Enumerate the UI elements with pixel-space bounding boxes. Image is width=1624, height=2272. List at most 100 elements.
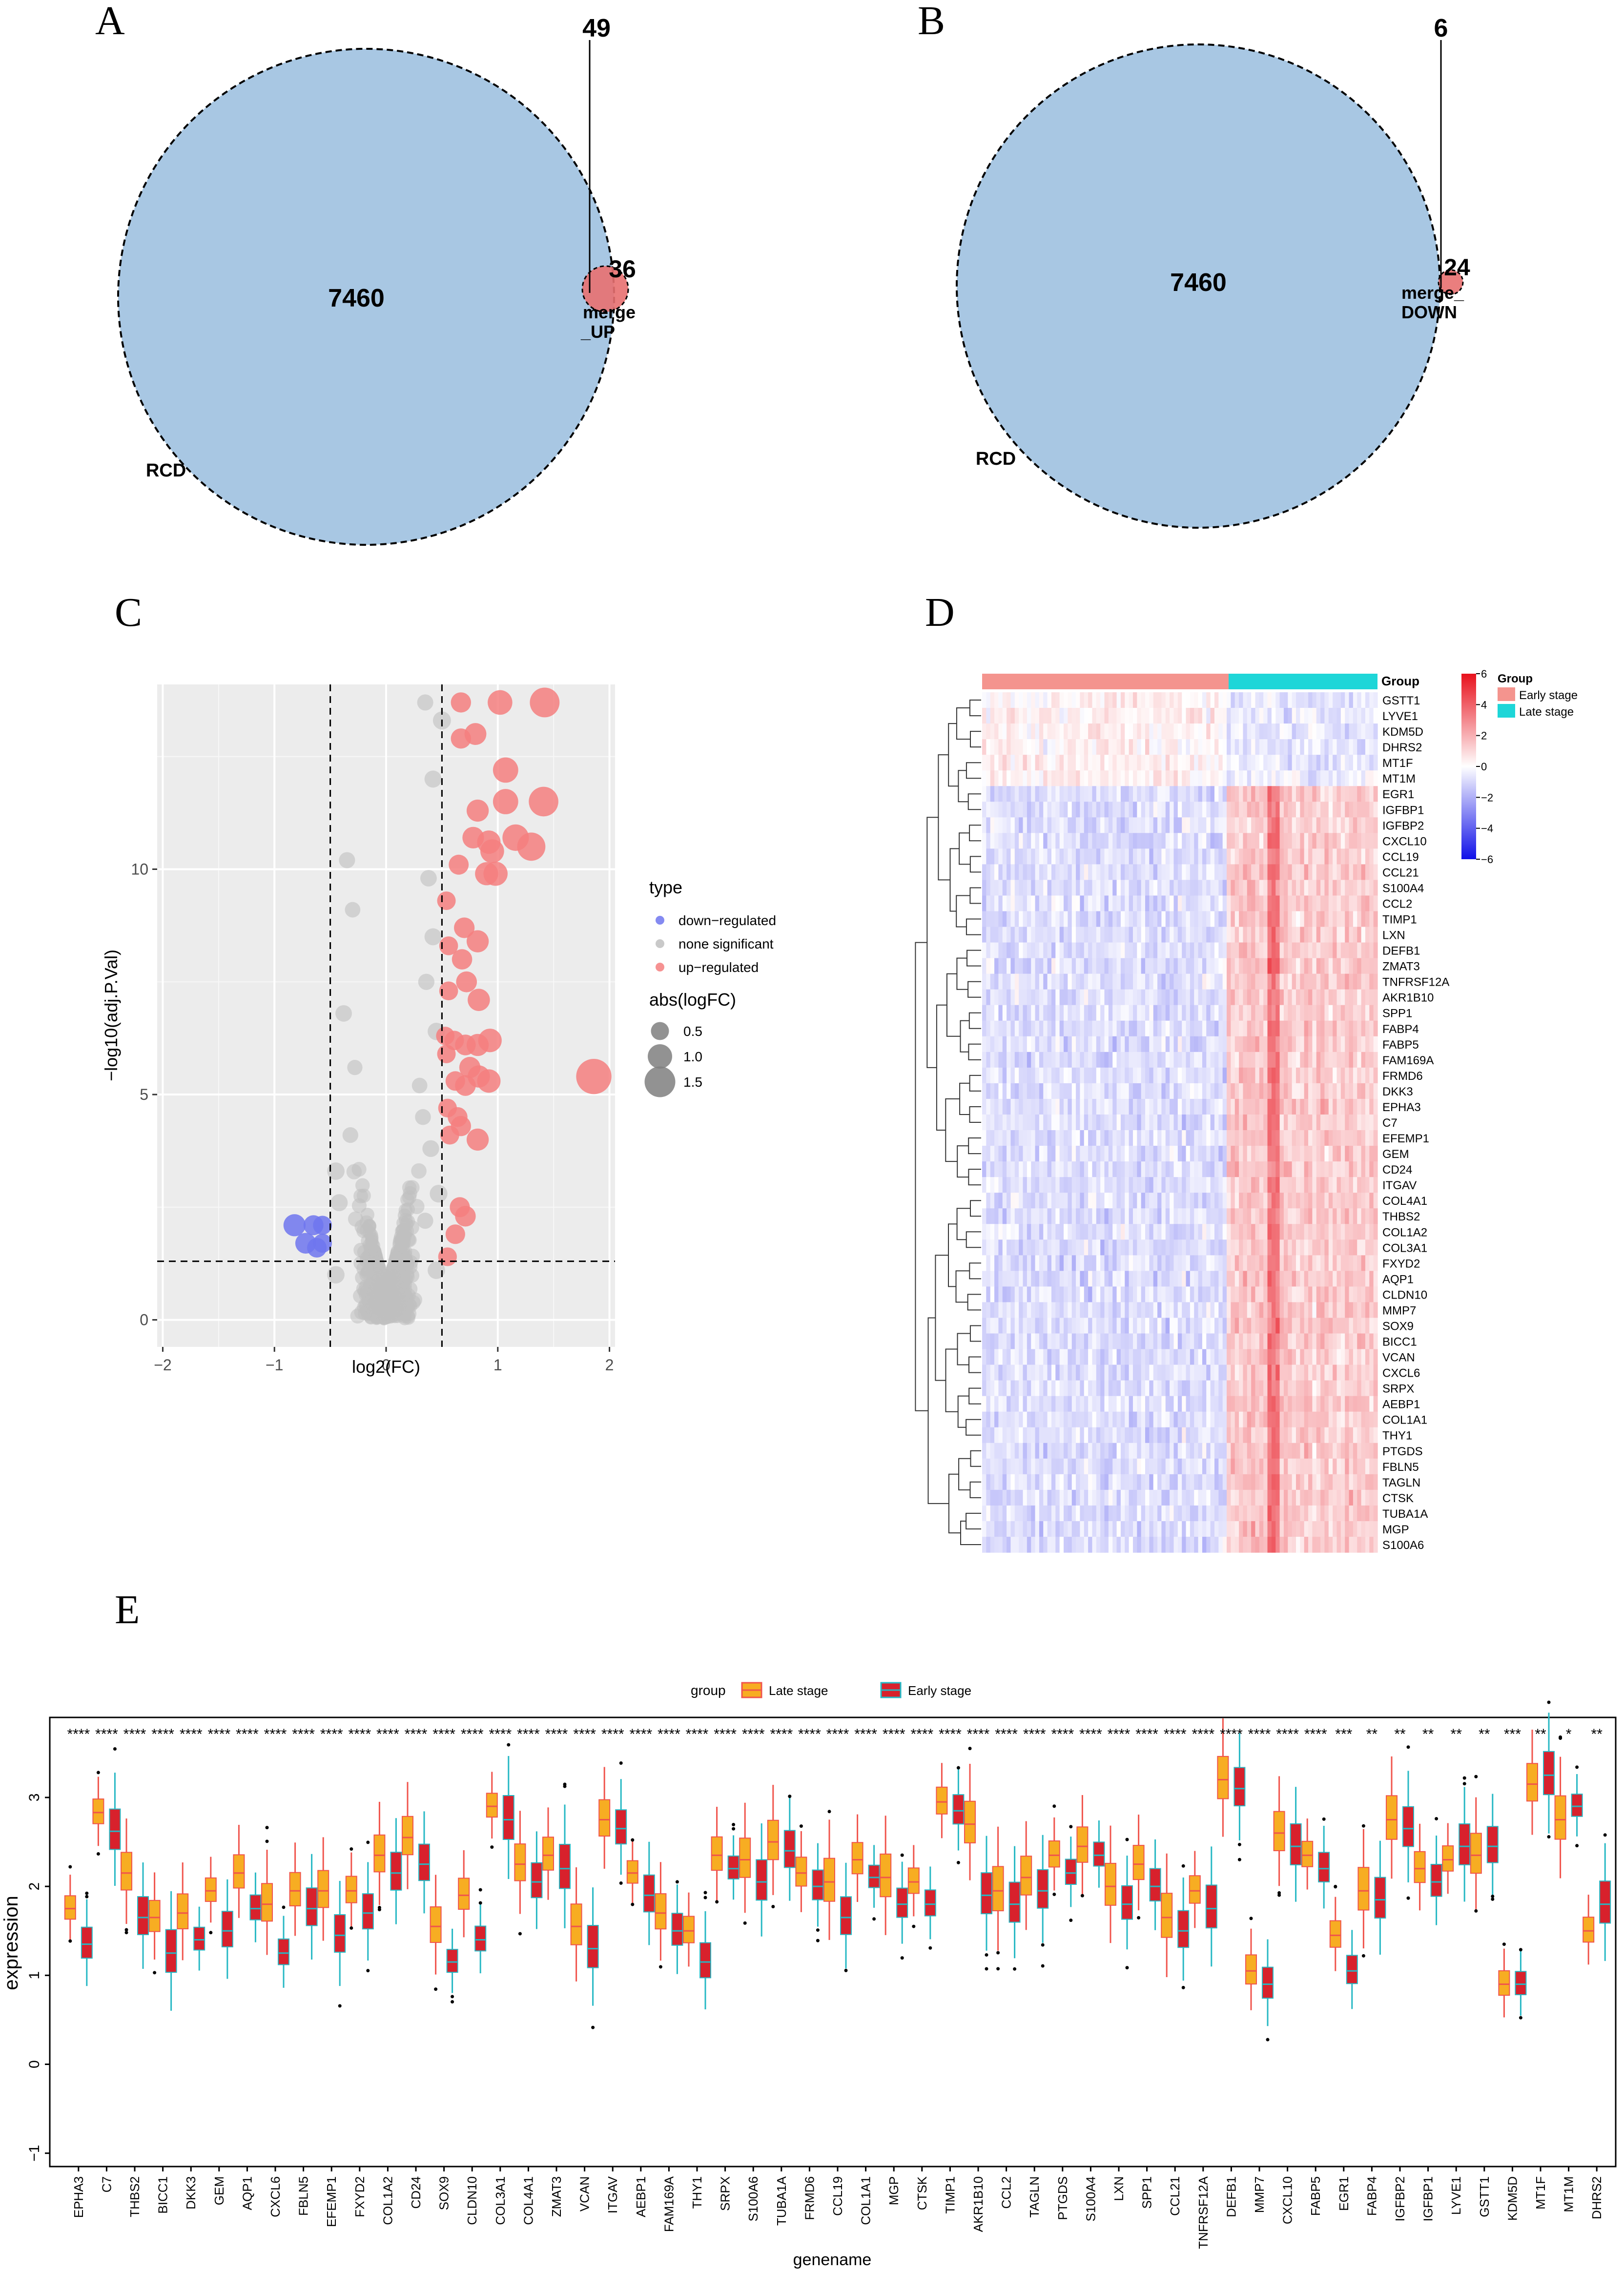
volcano-point-ns <box>330 1194 348 1212</box>
heatmap-cell <box>990 1161 995 1177</box>
heatmap-cell <box>1263 1020 1268 1037</box>
heatmap-cell <box>1259 1271 1264 1287</box>
heatmap-cell <box>1007 864 1011 881</box>
heatmap-cell <box>998 989 1003 1006</box>
heatmap-cell <box>1002 1052 1007 1068</box>
heatmap-cell <box>1328 927 1333 943</box>
heatmap-cell <box>1369 1036 1374 1053</box>
heatmap-cell <box>1092 958 1097 974</box>
heatmap-cell <box>1361 880 1366 896</box>
heatmap-cell <box>1096 942 1101 959</box>
heatmap-cell <box>1345 739 1350 755</box>
heatmap-cell <box>1333 1020 1337 1037</box>
heatmap-cell <box>1170 723 1174 740</box>
heatmap-cell <box>990 927 995 943</box>
heatmap-cell <box>994 1239 999 1256</box>
heatmap-cell <box>1149 1255 1154 1271</box>
heatmap-cell <box>1051 1177 1056 1193</box>
heatmap-cell <box>1357 1005 1362 1021</box>
heatmap-cell <box>1112 1067 1117 1084</box>
heatmap-cell <box>1340 989 1345 1006</box>
heatmap-cell <box>1007 739 1011 755</box>
heatmap-cell <box>990 1255 995 1271</box>
heatmap-cell <box>1116 880 1121 896</box>
heatmap-cell <box>1353 739 1357 755</box>
heatmap-cell <box>1336 1271 1341 1287</box>
heatmap-cell <box>1198 1146 1203 1162</box>
heatmap-cell <box>1222 895 1227 912</box>
heatmap-cell <box>1084 1020 1089 1037</box>
heatmap-cell <box>1349 692 1354 708</box>
heatmap-cell <box>982 1020 987 1037</box>
heatmap-cell <box>1271 1036 1276 1053</box>
heatmap-cell <box>1112 1208 1117 1224</box>
heatmap-cell <box>1161 911 1166 928</box>
heatmap-cell <box>1088 708 1093 724</box>
heatmap-cell <box>1019 1083 1024 1099</box>
heatmap-cell <box>1145 708 1150 724</box>
heatmap-cell <box>1210 1255 1215 1271</box>
heatmap-cell <box>1002 692 1007 708</box>
heatmap-cell <box>1059 770 1064 786</box>
heatmap-cell <box>1190 723 1194 740</box>
heatmap-cell <box>1068 927 1072 943</box>
heatmap-cell <box>1340 755 1345 771</box>
heatmap-cell <box>1161 864 1166 881</box>
heatmap-cell <box>1365 864 1370 881</box>
heatmap-cell <box>1353 864 1357 881</box>
heatmap-cell <box>1198 1239 1203 1256</box>
heatmap-cell <box>1369 770 1374 786</box>
heatmap-cell <box>1340 1255 1345 1271</box>
heatmap-cell <box>1202 1005 1207 1021</box>
heatmap-cell <box>1173 755 1178 771</box>
heatmap-cell <box>1019 802 1024 818</box>
heatmap-cell <box>1161 989 1166 1006</box>
heatmap-cell <box>1161 755 1166 771</box>
heatmap-cell <box>1190 911 1194 928</box>
heatmap-cell <box>1096 739 1101 755</box>
heatmap-cell <box>1137 1052 1142 1068</box>
heatmap-cell <box>1132 817 1137 833</box>
heatmap-cell <box>1190 786 1194 802</box>
heatmap-cell <box>1161 1271 1166 1287</box>
heatmap-cell <box>1336 817 1341 833</box>
heatmap-cell <box>1247 692 1252 708</box>
heatmap-cell <box>1198 1005 1203 1021</box>
heatmap-cell <box>1088 1052 1093 1068</box>
heatmap-cell <box>1088 1005 1093 1021</box>
heatmap-cell <box>1157 802 1162 818</box>
heatmap-cell <box>1014 817 1019 833</box>
heatmap-cell <box>1239 1114 1244 1131</box>
heatmap-cell <box>1239 1020 1244 1037</box>
heatmap-cell <box>1100 739 1105 755</box>
heatmap-cell <box>1055 755 1060 771</box>
heatmap-cell <box>1283 927 1288 943</box>
heatmap-cell <box>1373 1036 1378 1053</box>
heatmap-cell <box>1084 1083 1089 1099</box>
heatmap-cell <box>1283 1161 1288 1177</box>
heatmap-cell <box>1255 786 1260 802</box>
heatmap-cell <box>1259 1052 1264 1068</box>
heatmap-cell <box>1170 1239 1174 1256</box>
venn-count-small-b: 6 <box>1434 14 1448 42</box>
heatmap-cell <box>1080 1193 1085 1209</box>
heatmap-cell <box>1333 880 1337 896</box>
heatmap-cell <box>1227 1114 1231 1131</box>
heatmap-cell <box>1295 786 1300 802</box>
heatmap-cell <box>1141 1020 1146 1037</box>
heatmap-cell <box>1227 1271 1231 1287</box>
heatmap-cell <box>1149 802 1154 818</box>
heatmap-cell <box>1340 1239 1345 1256</box>
heatmap-cell <box>1002 1271 1007 1287</box>
heatmap-cell <box>1194 1271 1199 1287</box>
heatmap-cell <box>1116 817 1121 833</box>
heatmap-cell <box>1100 786 1105 802</box>
heatmap-cell <box>994 848 999 865</box>
heatmap-cell <box>1071 1067 1076 1084</box>
heatmap-cell <box>1096 1224 1101 1240</box>
heatmap-cell <box>1145 1271 1150 1287</box>
heatmap-cell <box>1349 1161 1354 1177</box>
heatmap-cell <box>1247 833 1252 849</box>
heatmap-cell <box>1336 1193 1341 1209</box>
heatmap-cell <box>1137 1130 1142 1146</box>
